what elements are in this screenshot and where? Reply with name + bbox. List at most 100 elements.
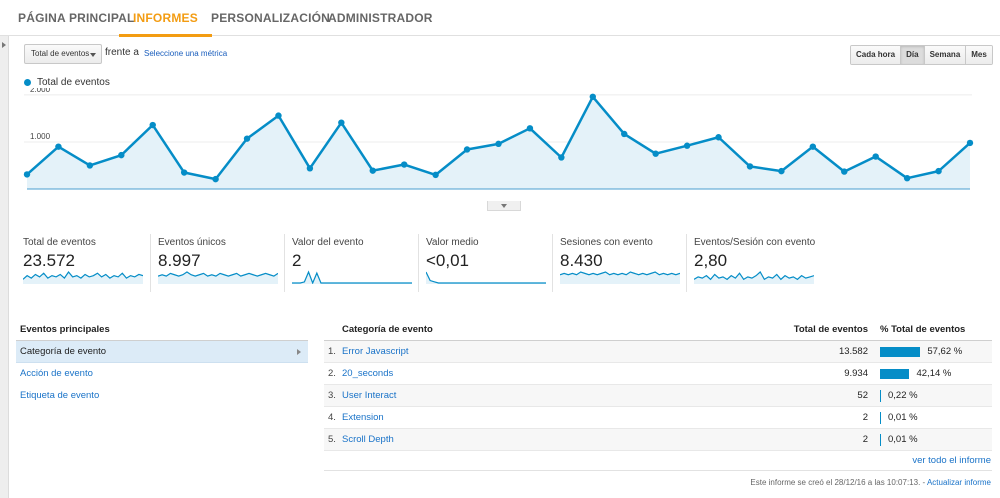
sparkline-area [292,272,412,284]
row-pct: 42,14 % [916,368,952,379]
tab-admin[interactable]: ADMINISTRADOR [328,11,433,25]
sparkline-area [158,272,278,284]
expand-chart-button[interactable] [487,201,521,211]
data-point[interactable] [55,143,62,150]
chart-legend: Total de eventos [24,77,110,88]
data-point[interactable] [212,175,219,183]
select-metric-link[interactable]: Seleccione una métrica [144,49,228,58]
row-index: 2. [328,368,336,379]
scorecard-value: 8.997 [158,251,201,270]
data-point[interactable] [558,154,565,161]
data-point[interactable] [778,167,785,175]
data-point[interactable] [401,161,408,168]
tab-reports[interactable]: INFORMES [119,0,212,37]
sparkline-area [23,272,143,284]
data-point[interactable] [275,112,282,119]
row-category-link[interactable]: Error Javascript [342,346,409,357]
scorecard-value: 8.430 [560,251,603,270]
dimension-label: Categoría de evento [20,346,107,357]
dimension-event-action[interactable]: Acción de evento [16,363,308,385]
granularity-day[interactable]: Día [900,46,924,64]
refresh-report-link[interactable]: Actualizar informe [926,478,991,487]
data-point[interactable] [809,143,817,150]
sparkline-line [292,270,412,284]
granularity-toggle: Cada hora Día Semana Mes [850,45,993,65]
sparkline [158,271,278,284]
series-swatch [24,79,31,86]
data-point[interactable] [23,171,31,178]
footer-divider [324,470,992,471]
data-point[interactable] [683,142,691,149]
tab-home[interactable]: PÁGINA PRINCIPAL [18,11,135,25]
data-point[interactable] [338,119,345,126]
scorecard-value: 2,80 [694,251,728,270]
data-point[interactable] [589,93,596,100]
data-point[interactable] [872,153,879,160]
scorecard-sessions-with-event[interactable]: Sesiones con evento 8.430 [552,234,686,292]
sparkline-area [694,272,814,284]
metric-select-value: Total de eventos [31,49,90,58]
data-point[interactable] [463,146,471,153]
report-footer: Este informe se creó el 28/12/16 a las 1… [750,478,991,487]
data-point[interactable] [180,169,188,176]
sparkline [560,271,680,284]
sidebar-toggle[interactable] [0,36,9,498]
versus-label: frente a [105,47,139,58]
data-point[interactable] [149,121,156,129]
dimension-event-category[interactable]: Categoría de evento [16,341,308,363]
view-full-report-link[interactable]: ver todo el informe [912,455,991,466]
scorecard-label: Valor del evento [292,237,364,248]
share-bar [880,390,881,402]
header-pct: % Total de eventos [880,324,966,335]
sparkline-line [694,271,814,281]
data-point[interactable] [526,125,534,132]
caret-right-icon [2,42,6,48]
data-point[interactable] [715,134,722,141]
data-point[interactable] [243,135,251,142]
scorecard-label: Sesiones con evento [560,237,653,248]
data-point[interactable] [495,140,502,148]
data-point[interactable] [621,130,628,138]
row-category-link[interactable]: Scroll Depth [342,434,394,445]
metric-select[interactable]: Total de eventos [24,44,102,64]
row-category-link[interactable]: Extension [342,412,384,423]
data-point[interactable] [432,171,439,179]
scorecard-label: Eventos/Sesión con evento [694,237,816,248]
scorecard-unique-events[interactable]: Eventos únicos 8.997 [150,234,284,292]
sparkline-line [560,271,680,276]
data-point[interactable] [118,151,125,159]
dimension-event-label[interactable]: Etiqueta de evento [16,385,308,407]
share-bar [880,369,910,379]
granularity-month[interactable]: Mes [965,46,992,64]
data-point[interactable] [746,163,754,170]
table-row: 3. User Interact 52 0,22 % [324,385,992,407]
data-point[interactable] [652,150,659,157]
dimensions-heading: Eventos principales [16,324,308,341]
data-point[interactable] [841,168,848,175]
granularity-week[interactable]: Semana [923,46,966,64]
data-point[interactable] [369,167,376,174]
sparkline-line [23,271,143,280]
scorecard-event-value[interactable]: Valor del evento 2 [284,234,418,292]
row-total: 13.582 [838,346,868,357]
share-bar [880,434,881,446]
data-point[interactable] [86,162,94,169]
scorecard-avg-value[interactable]: Valor medio <0,01 [418,234,552,292]
series-area [27,96,970,189]
scorecard-value: 23.572 [23,251,75,270]
row-pct: 57,62 % [927,346,963,357]
scorecard-total-events[interactable]: Total de eventos 23.572 [16,234,150,292]
scorecard-value: 2 [292,251,302,270]
tab-customization[interactable]: PERSONALIZACIÓN [211,11,331,25]
sparkline [23,271,143,284]
row-category-link[interactable]: User Interact [342,390,397,401]
scorecard-events-per-session[interactable]: Eventos/Sesión con evento 2,80 [686,234,820,292]
data-point[interactable] [903,174,911,182]
data-point[interactable] [935,167,942,175]
data-point[interactable] [306,165,314,172]
row-category-link[interactable]: 20_seconds [342,368,394,379]
granularity-hourly[interactable]: Cada hora [851,46,901,64]
caret-down-icon [90,53,96,57]
metric-scorecards: Total de eventos 23.572 Eventos únicos 8… [16,234,836,292]
data-point[interactable] [966,139,974,147]
